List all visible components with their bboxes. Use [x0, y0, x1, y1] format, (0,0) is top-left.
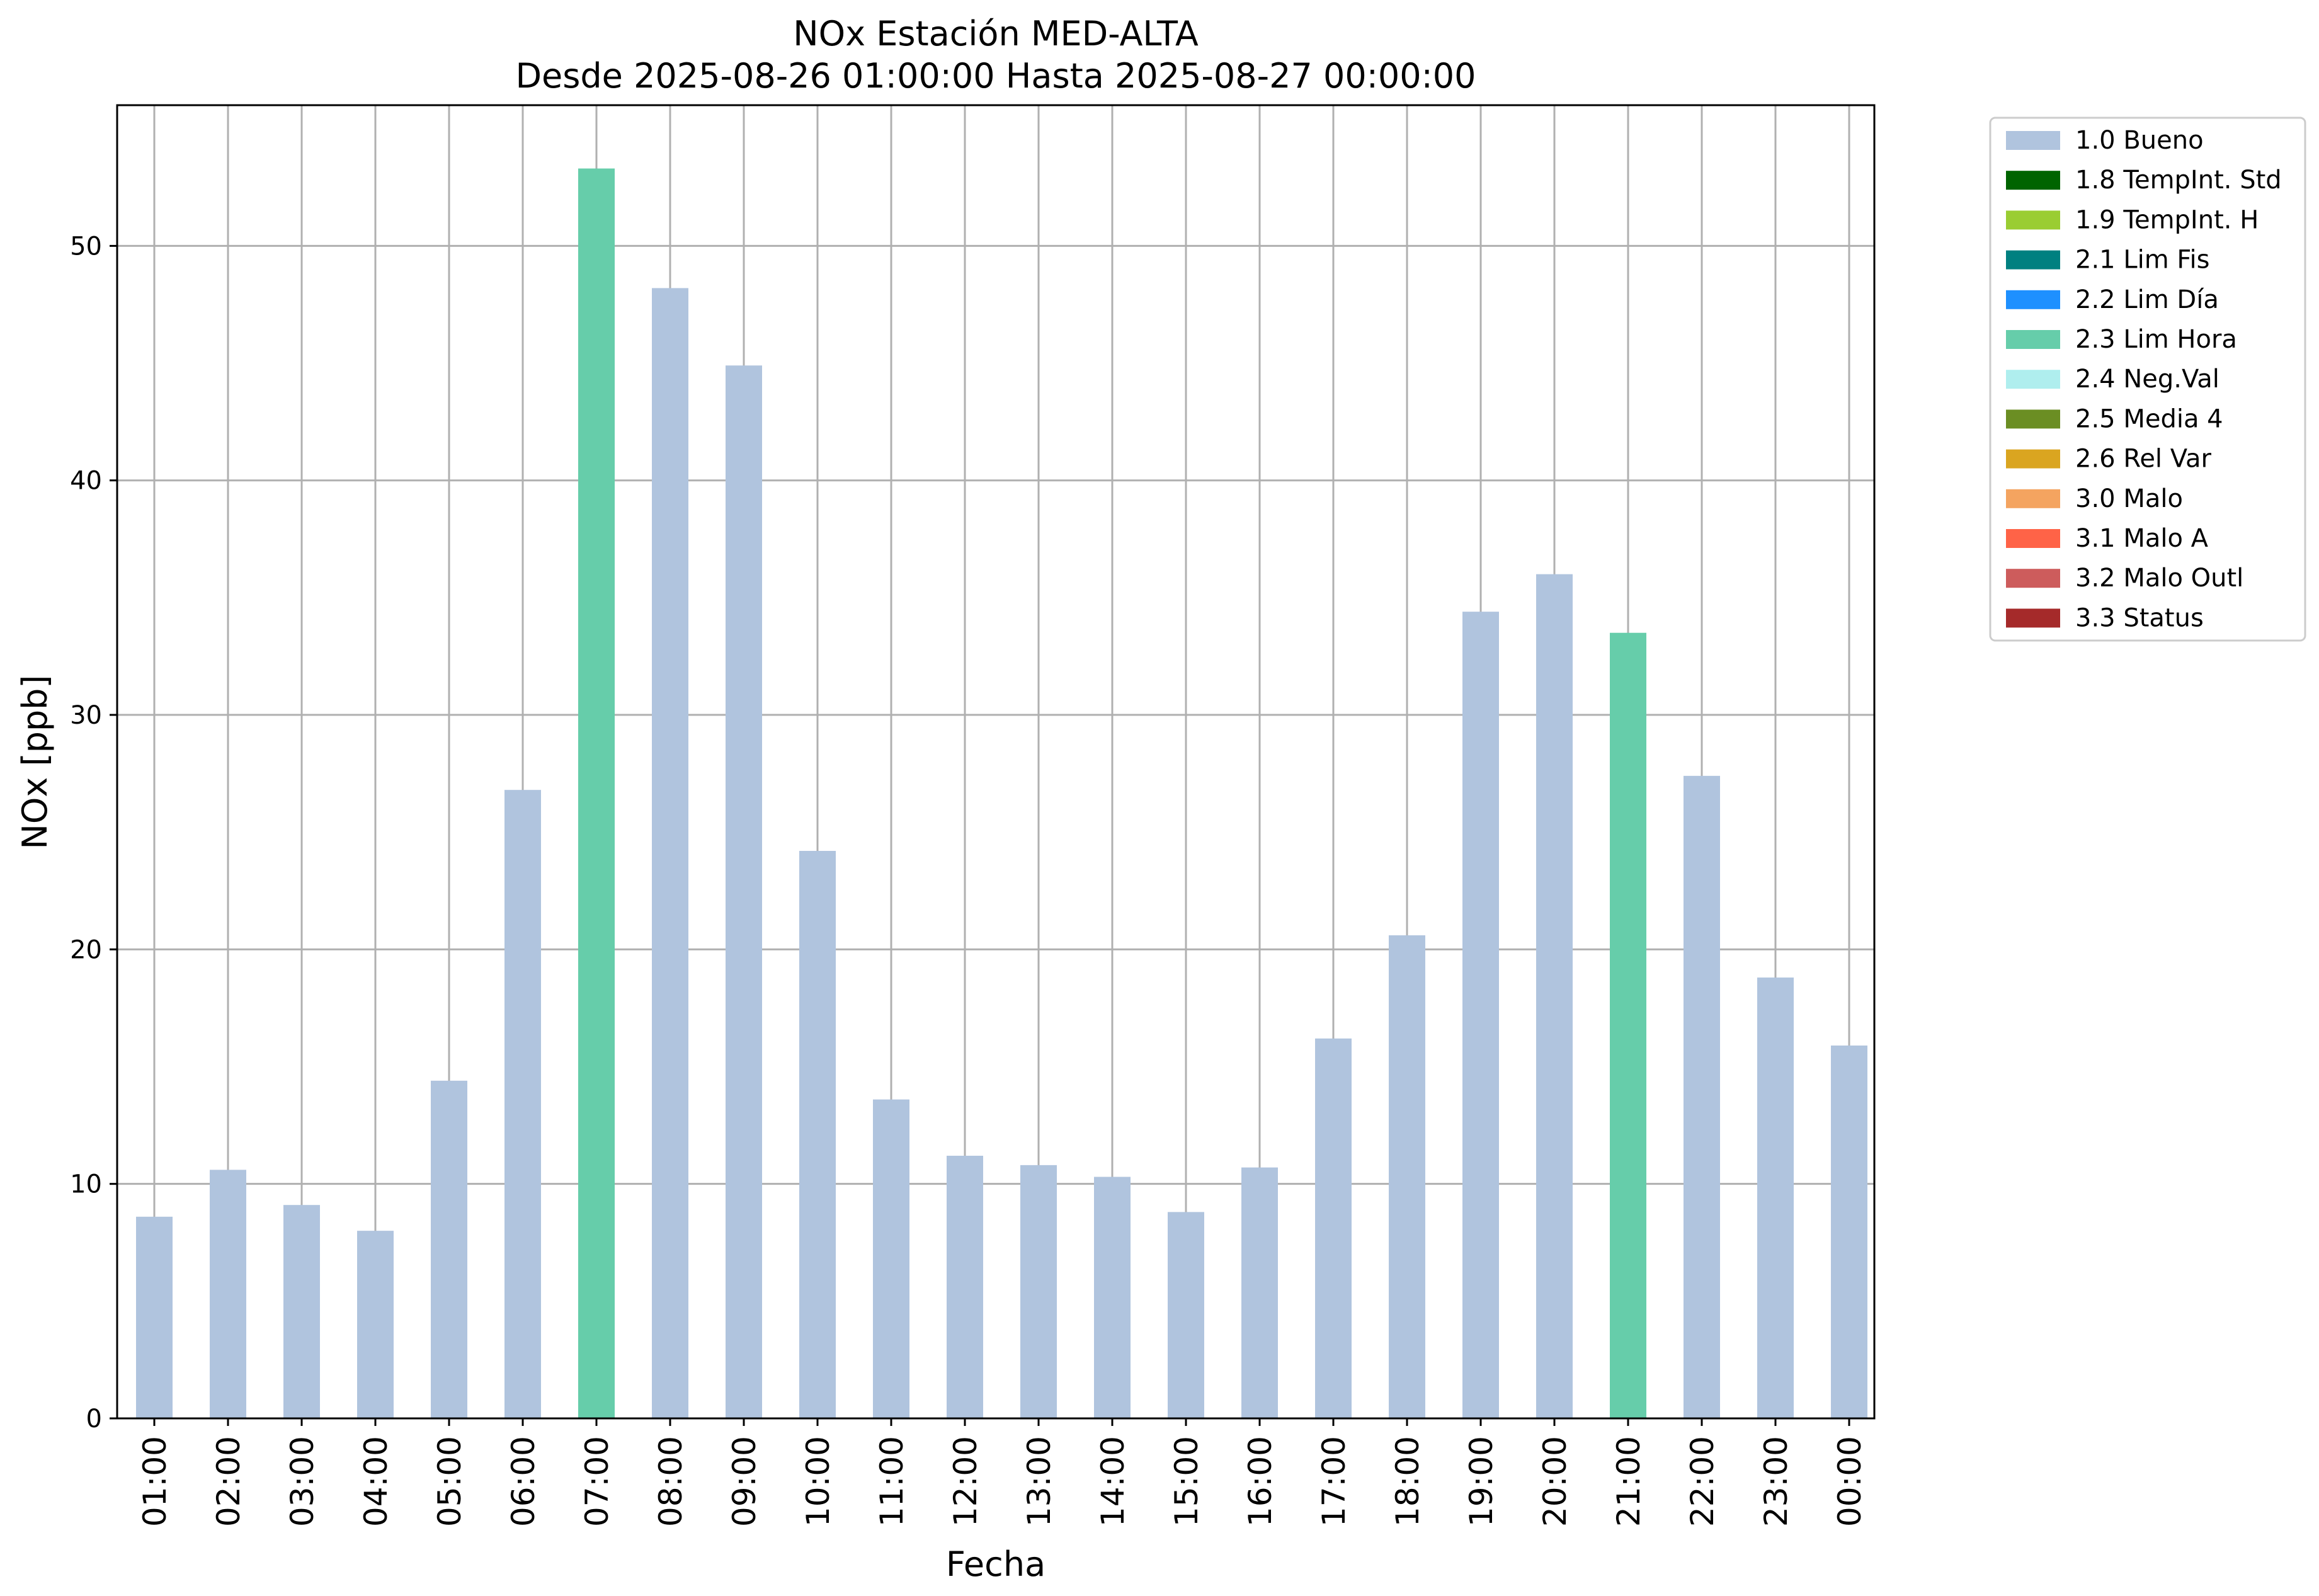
legend-label: 3.1 Malo A [2075, 524, 2209, 553]
legend-swatch [2006, 330, 2060, 349]
legend-swatch [2006, 529, 2060, 548]
legend-label: 3.2 Malo Outl [2075, 564, 2243, 593]
legend-swatch [2006, 131, 2060, 150]
x-tick-label: 14:00 [1095, 1436, 1131, 1527]
legend-swatch [2006, 171, 2060, 190]
bar [1020, 1165, 1057, 1418]
legend-swatch [2006, 290, 2060, 309]
bar [578, 168, 615, 1418]
x-tick-label: 11:00 [874, 1436, 910, 1527]
x-tick-label: 17:00 [1316, 1436, 1352, 1527]
bar [1241, 1167, 1278, 1418]
x-tick-label: 16:00 [1242, 1436, 1279, 1527]
bar [1757, 978, 1794, 1418]
bar [283, 1205, 320, 1418]
y-tick-label: 10 [70, 1170, 102, 1199]
x-tick-label: 05:00 [431, 1436, 468, 1527]
y-axis-ticks: 0 10 20 30 40 50 [70, 232, 117, 1434]
x-tick-label: 21:00 [1610, 1436, 1647, 1527]
legend-label: 2.2 Lim Día [2075, 285, 2219, 314]
legend-label: 2.5 Media 4 [2075, 404, 2223, 433]
x-tick-label: 04:00 [358, 1436, 394, 1527]
legend-label: 1.9 TempInt. H [2075, 205, 2259, 234]
bar [1389, 935, 1425, 1418]
bar [1536, 574, 1573, 1419]
bar [504, 790, 541, 1418]
x-tick-label: 13:00 [1021, 1436, 1057, 1527]
x-tick-label: 08:00 [652, 1436, 689, 1527]
bar [1315, 1038, 1352, 1418]
bar [1831, 1046, 1867, 1418]
legend-swatch [2006, 608, 2060, 628]
x-tick-label: 06:00 [505, 1436, 542, 1527]
x-tick-label: 22:00 [1684, 1436, 1721, 1527]
bar [726, 365, 762, 1418]
y-tick-label: 30 [70, 701, 102, 730]
legend-label: 3.3 Status [2075, 603, 2204, 632]
legend-swatch [2006, 370, 2060, 389]
x-tick-label: 19:00 [1463, 1436, 1500, 1527]
x-tick-label: 10:00 [800, 1436, 836, 1527]
legend-swatch [2006, 449, 2060, 469]
x-tick-label: 03:00 [284, 1436, 321, 1527]
bar [431, 1080, 467, 1418]
legend-label: 2.1 Lim Fis [2075, 246, 2209, 275]
x-tick-label: 02:00 [210, 1436, 247, 1527]
y-tick-label: 40 [70, 467, 102, 496]
x-tick-label: 01:00 [137, 1436, 173, 1527]
legend-label: 2.4 Neg.Val [2075, 365, 2219, 394]
bar [210, 1170, 246, 1418]
x-tick-label: 18:00 [1389, 1436, 1426, 1527]
chart-title: NOx Estación MED-ALTA [793, 14, 1199, 54]
bar [1684, 775, 1720, 1418]
legend-label: 3.0 Malo [2075, 484, 2183, 513]
y-tick-label: 50 [70, 232, 102, 261]
bar [136, 1216, 173, 1418]
bar [652, 288, 688, 1419]
legend-swatch [2006, 210, 2060, 230]
legend-swatch [2006, 569, 2060, 588]
x-tick-label: 20:00 [1537, 1436, 1573, 1527]
x-tick-label: 07:00 [579, 1436, 615, 1527]
plot-frame [116, 104, 1876, 1420]
legend-label: 2.3 Lim Hora [2075, 325, 2237, 354]
y-tick-label: 0 [86, 1405, 102, 1434]
x-axis-label: Fecha [946, 1544, 1046, 1584]
legend-label: 1.0 Bueno [2075, 126, 2204, 155]
legend-swatch [2006, 489, 2060, 508]
legend: 1.0 Bueno 1.8 TempInt. Std 1.9 TempInt. H 2… [1989, 117, 2306, 642]
legend-swatch [2006, 409, 2060, 429]
y-axis-label: NOx [ppb] [15, 675, 55, 850]
x-tick-label: 23:00 [1758, 1436, 1794, 1527]
legend-swatch [2006, 250, 2060, 270]
x-tick-label: 00:00 [1832, 1436, 1868, 1527]
bar [1610, 632, 1646, 1419]
legend-label: 2.6 Rel Var [2075, 445, 2212, 474]
bar [873, 1099, 909, 1418]
bars [136, 168, 1867, 1419]
bar [799, 850, 836, 1418]
x-axis-ticks: 01:00 02:00 03:00 04:00 05:00 06:00 07:00 08:00… [137, 1418, 1868, 1527]
chart-subtitle: Desde 2025-08-26 01:00:00 Hasta 2025-08-… [515, 56, 1476, 96]
bar [947, 1156, 983, 1418]
x-tick-label: 09:00 [726, 1436, 763, 1527]
bar [357, 1231, 394, 1418]
bar [1462, 612, 1499, 1418]
bar [1168, 1212, 1204, 1418]
x-tick-label: 12:00 [947, 1436, 984, 1527]
legend-label: 1.8 TempInt. Std [2075, 166, 2282, 195]
y-tick-label: 20 [70, 935, 102, 964]
bar [1094, 1177, 1131, 1418]
x-tick-label: 15:00 [1168, 1436, 1205, 1527]
legend-box [1989, 117, 2306, 642]
